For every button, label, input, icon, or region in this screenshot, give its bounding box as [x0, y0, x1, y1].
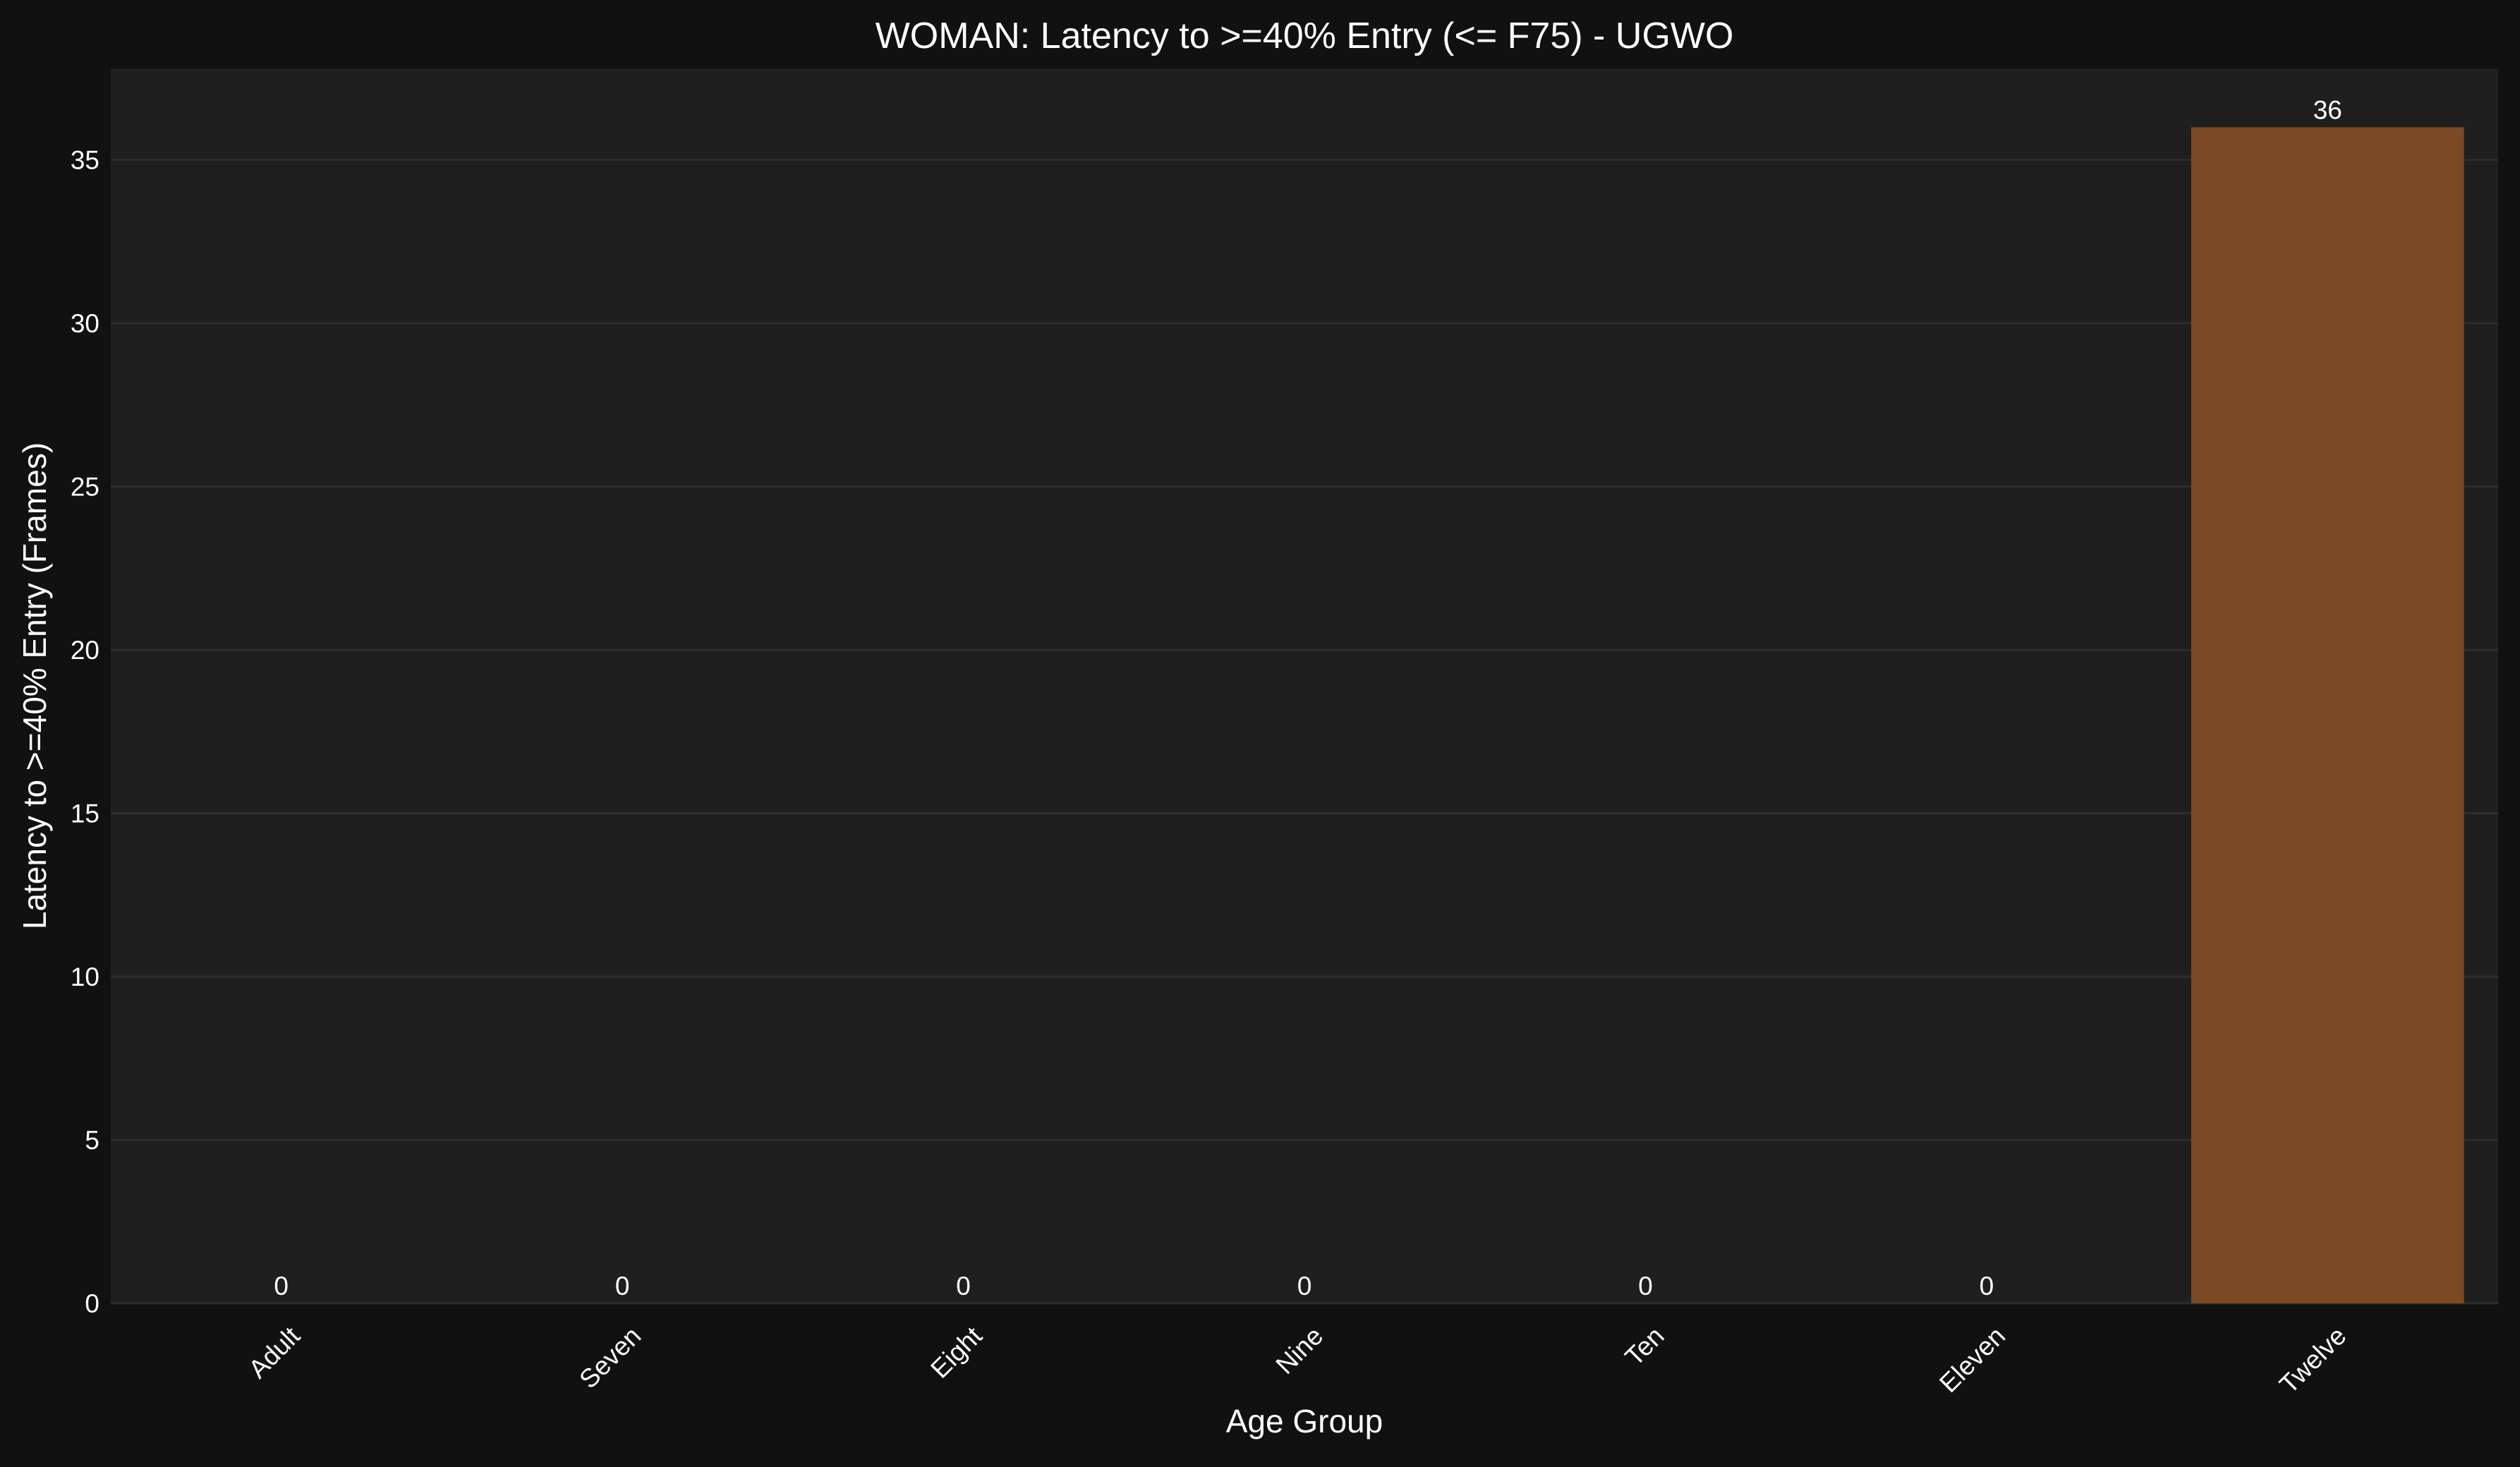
y-tick-label: 20: [71, 636, 99, 665]
x-tick-label: Eleven: [1934, 1321, 2011, 1398]
y-tick-label: 10: [71, 962, 99, 991]
bar: [2191, 127, 2464, 1303]
x-tick-label: Twelve: [2274, 1321, 2351, 1399]
y-tick-label: 25: [71, 473, 99, 502]
x-tick-label: Eight: [925, 1321, 988, 1384]
y-tick-label: 35: [71, 146, 99, 175]
bar-value-label: 0: [1980, 1272, 1994, 1300]
y-axis-ticks: 0 5 10 15 20 25 30 35: [71, 146, 99, 1318]
bar-value-label: 0: [1638, 1272, 1653, 1300]
y-tick-label: 15: [71, 799, 99, 828]
y-tick-label: 0: [85, 1289, 99, 1318]
y-axis-label: Latency to >=40% Entry (Frames): [16, 442, 53, 929]
bar-value-label: 0: [956, 1272, 971, 1300]
grid-lines: [111, 159, 2498, 1305]
data-labels: 0 0 0 0 0 0 36: [274, 95, 2342, 1300]
x-tick-label: Seven: [574, 1321, 646, 1394]
bar-value-label: 0: [615, 1272, 630, 1300]
bars: [2191, 127, 2464, 1303]
bar-value-label: 36: [2313, 95, 2342, 124]
plot-area: [111, 68, 2498, 1303]
x-tick-label: Adult: [243, 1321, 305, 1384]
chart-title: WOMAN: Latency to >=40% Entry (<= F75) -…: [876, 16, 1734, 56]
bar-value-label: 0: [1297, 1272, 1312, 1300]
bar-value-label: 0: [274, 1272, 289, 1300]
x-tick-label: Nine: [1271, 1321, 1329, 1380]
x-tick-label: Ten: [1620, 1321, 1670, 1371]
x-axis-ticks: Adult Seven Eight Nine Ten Eleven Twelve: [243, 1321, 2351, 1399]
y-tick-label: 30: [71, 309, 99, 338]
x-axis-label: Age Group: [1226, 1403, 1383, 1439]
y-tick-label: 5: [85, 1126, 99, 1155]
